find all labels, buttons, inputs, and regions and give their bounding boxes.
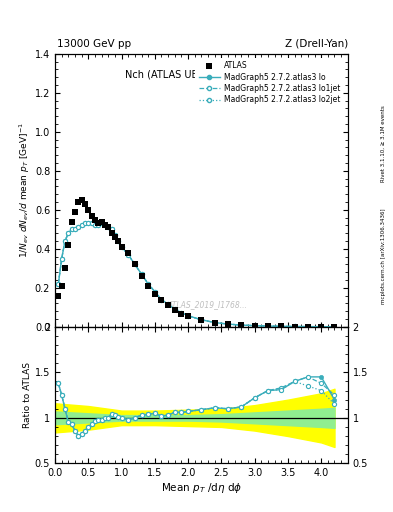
Text: 13000 GeV pp: 13000 GeV pp bbox=[57, 38, 131, 49]
Text: Nch (ATLAS UE in Z production): Nch (ATLAS UE in Z production) bbox=[125, 70, 278, 80]
Text: Z (Drell-Yan): Z (Drell-Yan) bbox=[285, 38, 348, 49]
Y-axis label: $1/N_{ev}\ dN_{ev}/d$ mean $p_T\ [\mathrm{GeV}]^{-1}$: $1/N_{ev}\ dN_{ev}/d$ mean $p_T\ [\mathr… bbox=[18, 122, 32, 258]
Text: ATLAS_2019_I1768...: ATLAS_2019_I1768... bbox=[167, 301, 247, 309]
Text: mcplots.cern.ch [arXiv:1306.3436]: mcplots.cern.ch [arXiv:1306.3436] bbox=[381, 208, 386, 304]
Y-axis label: Ratio to ATLAS: Ratio to ATLAS bbox=[23, 362, 32, 428]
Text: Rivet 3.1.10, ≥ 3.1M events: Rivet 3.1.10, ≥ 3.1M events bbox=[381, 105, 386, 182]
X-axis label: Mean $p_T$ /d$\eta$ d$\phi$: Mean $p_T$ /d$\eta$ d$\phi$ bbox=[161, 481, 242, 495]
Legend: ATLAS, MadGraph5 2.7.2.atlas3 lo, MadGraph5 2.7.2.atlas3 lo1jet, MadGraph5 2.7.2: ATLAS, MadGraph5 2.7.2.atlas3 lo, MadGra… bbox=[195, 57, 344, 108]
